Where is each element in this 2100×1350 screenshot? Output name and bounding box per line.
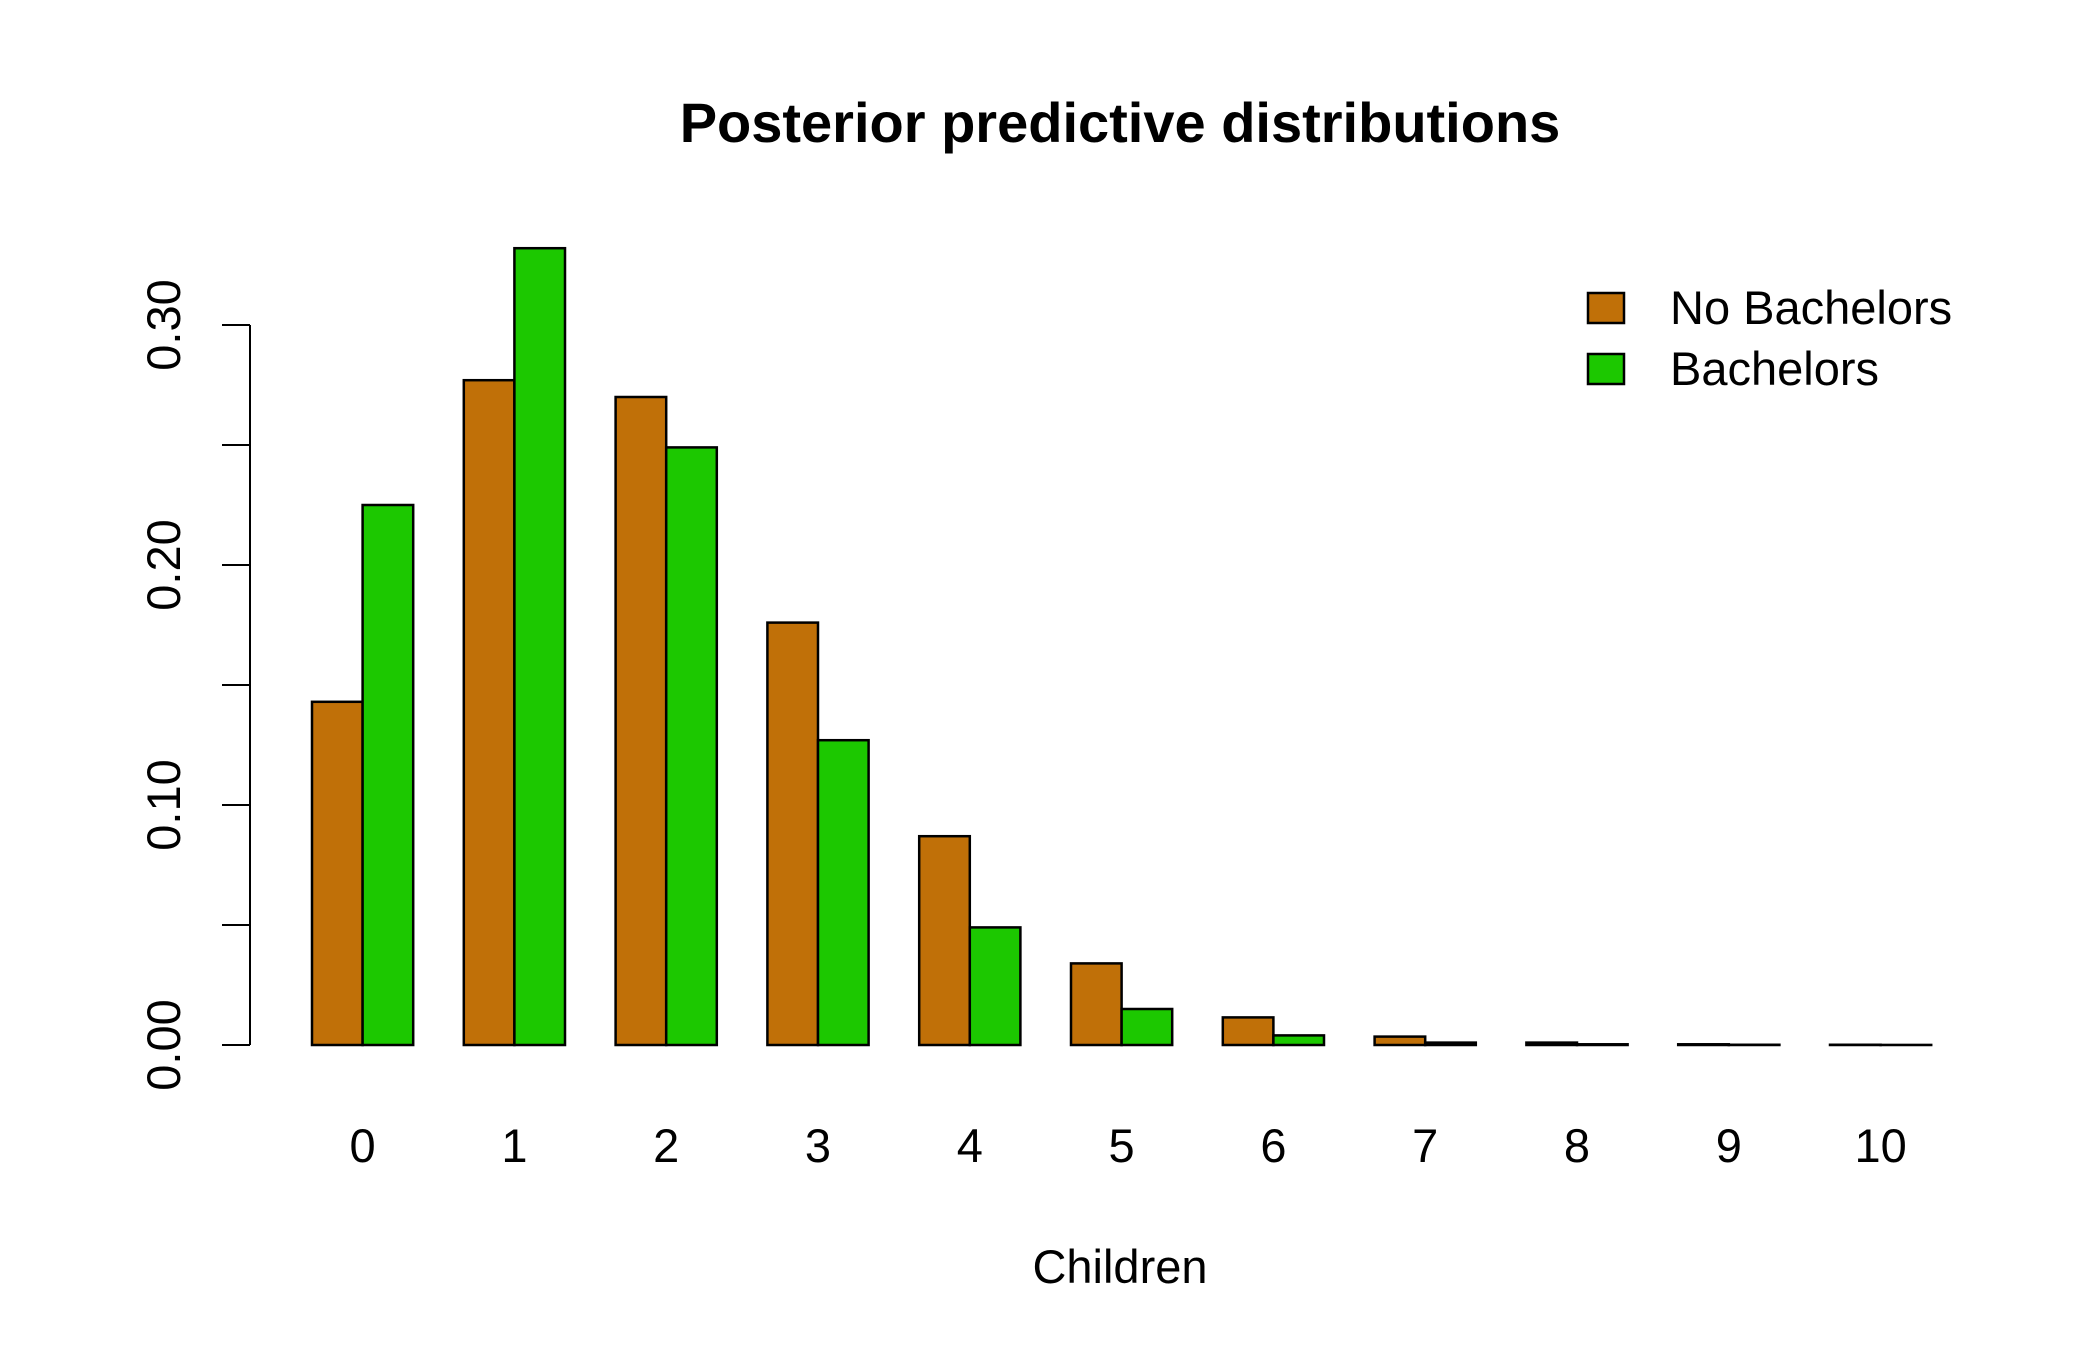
y-axis-tick-label: 0.00 [137, 999, 190, 1090]
chart-title: Posterior predictive distributions [680, 91, 1561, 154]
bar-no-bachelors-7 [1373, 1035, 1427, 1047]
x-axis-tick-labels: 0 1 2 3 4 5 6 7 8 9 10 [350, 1119, 1907, 1172]
bar-bachelors-3 [816, 738, 870, 1047]
bar-bachelors-6 [1272, 1034, 1326, 1047]
bar-no-bachelors-9 [1676, 1043, 1731, 1047]
x-axis-tick-label: 10 [1854, 1119, 1906, 1172]
legend-swatch [1586, 291, 1626, 325]
x-axis-tick-label: 9 [1716, 1119, 1742, 1172]
bars [310, 246, 1933, 1047]
x-axis-tick-label: 2 [653, 1119, 679, 1172]
bar-bachelors-5 [1120, 1007, 1174, 1047]
bar-bachelors-0 [361, 503, 415, 1047]
x-axis-tick-label: 6 [1260, 1119, 1286, 1172]
bar-no-bachelors-4 [917, 834, 972, 1047]
x-axis-tick-label: 1 [501, 1119, 527, 1172]
bar-bachelors-4 [968, 926, 1022, 1047]
bar-bachelors-7 [1423, 1041, 1478, 1047]
y-axis: 0.00 0.10 0.20 0.30 [137, 279, 251, 1091]
bar-bachelors-8 [1575, 1043, 1629, 1047]
bar-no-bachelors-1 [462, 378, 516, 1047]
legend-label: No Bachelors [1670, 281, 1952, 334]
bar-no-bachelors-3 [766, 621, 820, 1047]
bar-no-bachelors-6 [1221, 1016, 1275, 1047]
y-axis-tick-label: 0.10 [137, 759, 190, 850]
x-axis-tick-label: 8 [1564, 1119, 1590, 1172]
x-axis-tick-label: 4 [957, 1119, 983, 1172]
bar-bachelors-2 [664, 446, 719, 1047]
x-axis-tick-label: 0 [350, 1119, 376, 1172]
bar-no-bachelors-0 [310, 700, 364, 1047]
x-axis-label: Children [1032, 1240, 1207, 1293]
bar-no-bachelors-2 [614, 395, 668, 1047]
x-axis-tick-label: 5 [1109, 1119, 1135, 1172]
legend-swatch [1586, 352, 1626, 386]
x-axis-tick-label: 3 [805, 1119, 831, 1172]
bar-bachelors-1 [513, 246, 567, 1047]
legend-label: Bachelors [1670, 342, 1879, 395]
legend: No Bachelors Bachelors [1586, 281, 1952, 395]
y-axis-tick-label: 0.20 [137, 519, 190, 610]
bar-no-bachelors-5 [1069, 962, 1123, 1047]
y-axis-tick-label: 0.30 [137, 279, 190, 370]
x-axis-tick-label: 7 [1412, 1119, 1438, 1172]
bar-no-bachelors-8 [1525, 1041, 1579, 1047]
